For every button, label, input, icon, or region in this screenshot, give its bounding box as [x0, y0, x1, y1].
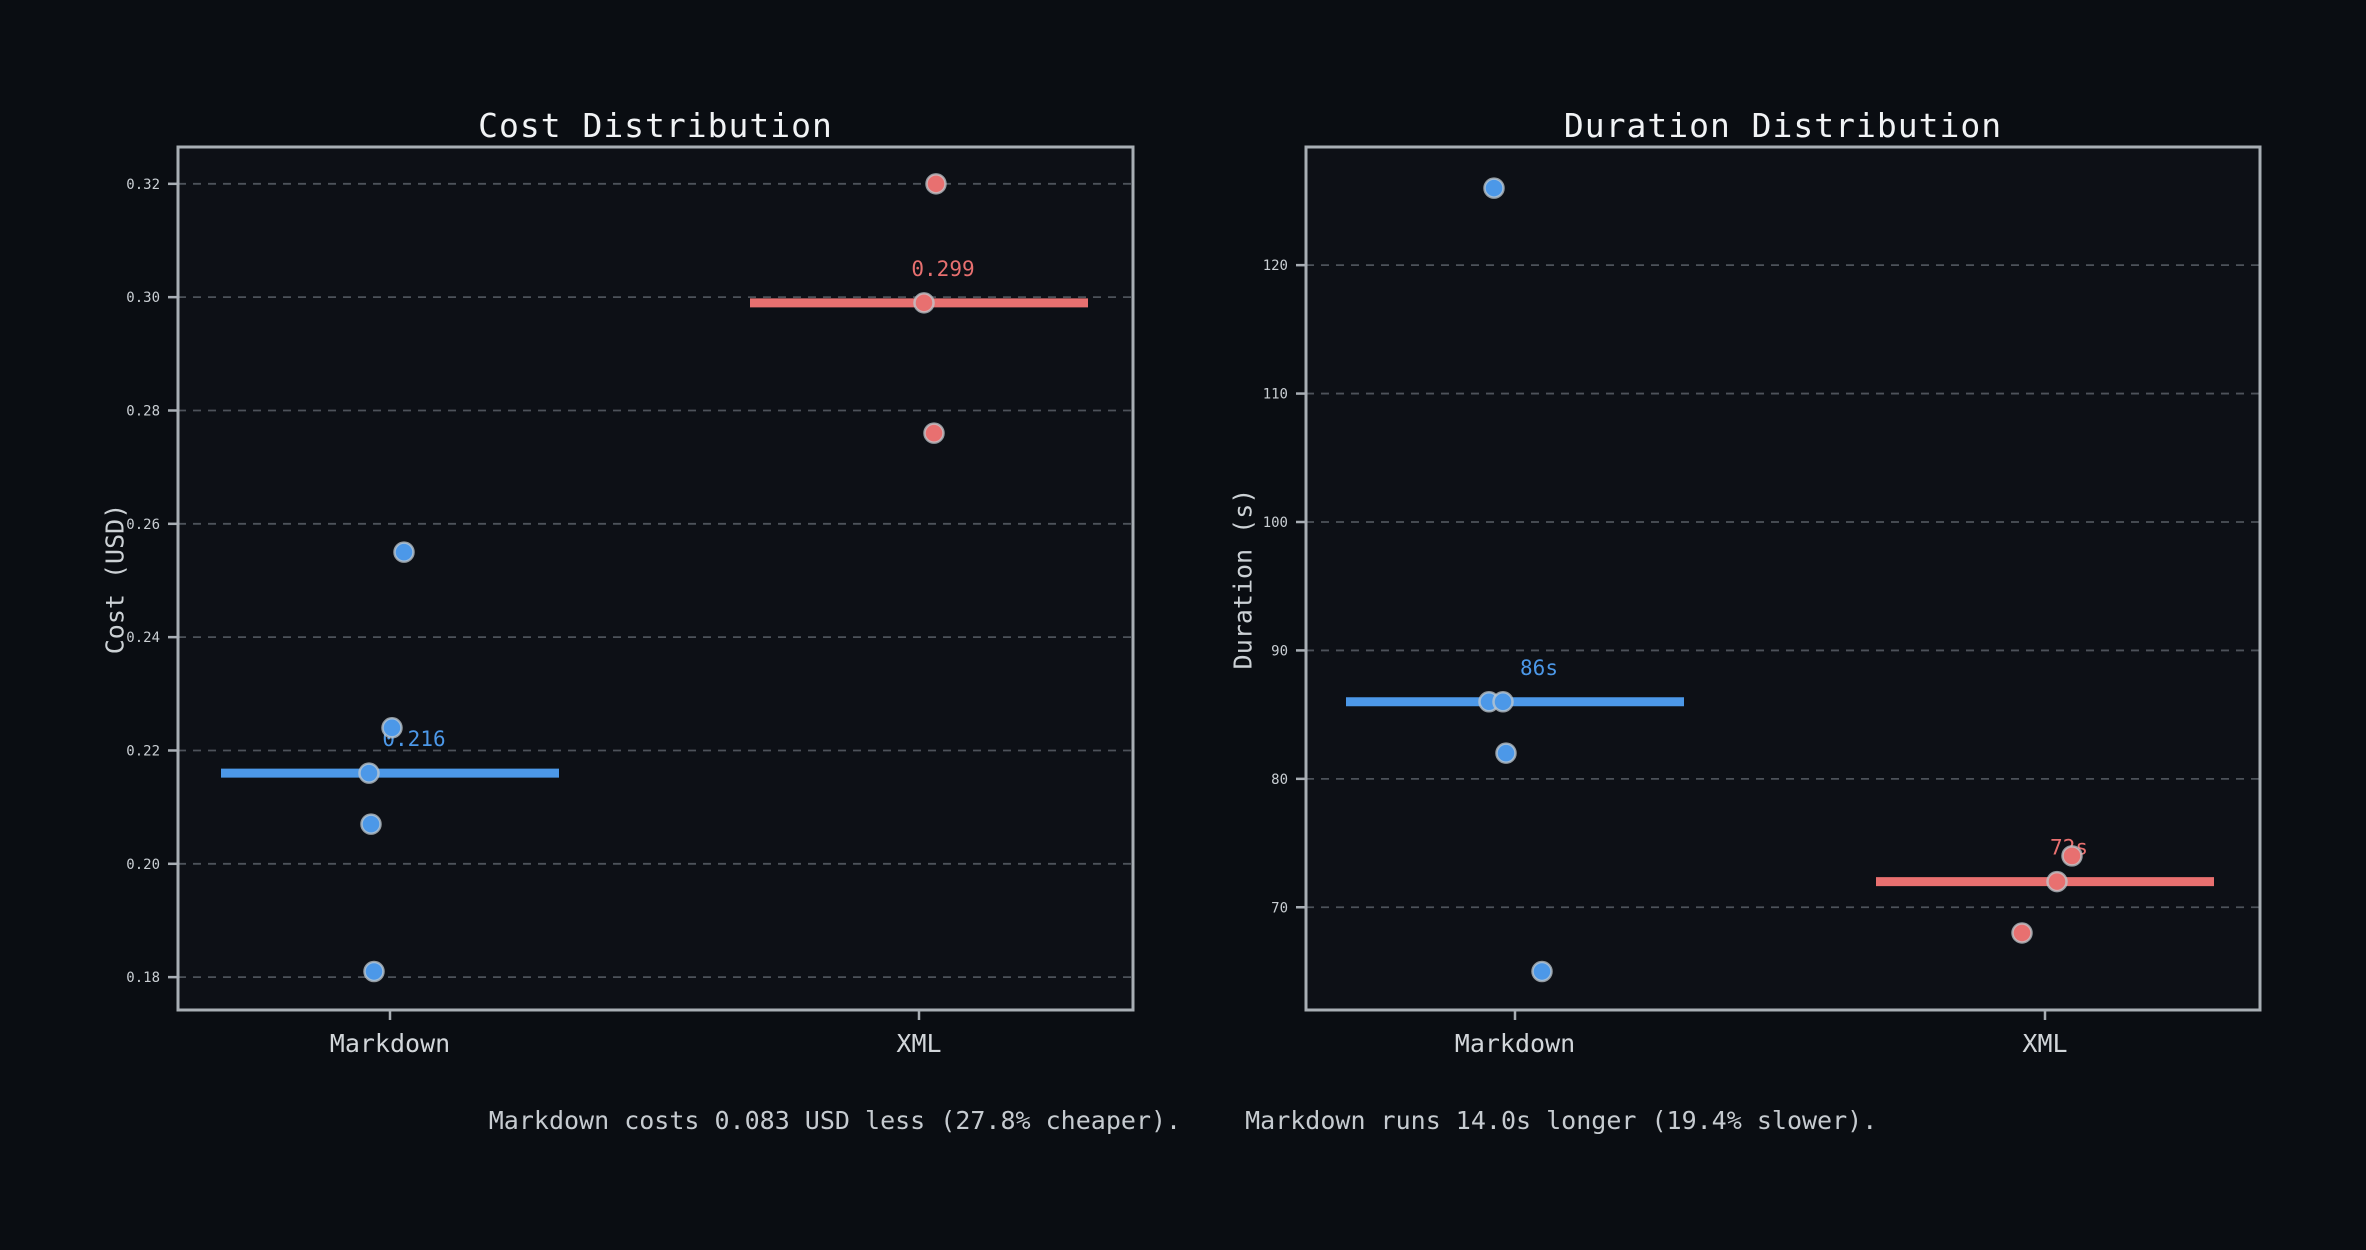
y-tick-label: 120: [1263, 258, 1288, 274]
y-tick-label: 110: [1263, 387, 1288, 403]
markdown-point: [381, 717, 403, 739]
duration-summary-text: Markdown runs 14.0s longer (19.4% slower…: [1245, 1106, 1878, 1135]
y-tick-label: 70: [1271, 900, 1288, 916]
y-tick-label: 0.20: [126, 857, 160, 873]
markdown-point: [1483, 177, 1505, 199]
y-tick-label: 0.32: [126, 177, 160, 193]
xml-median-label: 0.299: [911, 257, 974, 281]
y-tick-label: 0.24: [126, 630, 160, 646]
markdown-point: [393, 541, 415, 563]
y-tick-label: 0.26: [126, 517, 160, 533]
cost-chart-plot: 0.18 0.20 0.22 0.24 0.26 0.28 0.30 0.32 Markdown…: [126, 145, 1135, 1058]
xml-point: [925, 173, 947, 195]
xml-point: [2046, 870, 2068, 893]
y-tick-label: 90: [1271, 643, 1288, 659]
xml-point: [2011, 922, 2033, 944]
footer-summary: Markdown costs 0.083 USD less (27.8% che…: [0, 1106, 2366, 1135]
x-tick-label-markdown: Markdown: [330, 1029, 450, 1058]
markdown-point: [358, 762, 380, 784]
y-tick-label: 100: [1263, 515, 1288, 531]
y-tick-label: 0.28: [126, 403, 160, 419]
markdown-point: [360, 813, 382, 835]
markdown-point: [1492, 691, 1514, 713]
y-tick-label: 80: [1271, 772, 1288, 788]
xml-point: [923, 422, 945, 444]
markdown-point: [1495, 742, 1517, 764]
x-tick-label-markdown: Markdown: [1455, 1029, 1575, 1058]
duration-chart-plot: 708090100110120MarkdownXML86s72s: [1263, 145, 2262, 1058]
markdown-point: [1531, 960, 1553, 983]
markdown-point: [363, 960, 385, 983]
duration-chart-ylabel: Duration (s): [1228, 488, 1258, 669]
xml-point: [2061, 845, 2083, 867]
x-tick-label-xml: XML: [2022, 1029, 2067, 1058]
cost-chart-ylabel: Cost (USD): [100, 503, 130, 654]
y-tick-label: 0.18: [126, 970, 160, 986]
y-tick-label: 0.22: [126, 743, 160, 759]
y-tick-label: 0.30: [126, 290, 160, 306]
cost-summary-text: Markdown costs 0.083 USD less (27.8% che…: [488, 1106, 1182, 1135]
xml-point: [913, 292, 935, 314]
plot-border: [176, 145, 1135, 1012]
markdown-median-label: 86s: [1520, 656, 1558, 680]
cost-chart-title: Cost Distribution: [478, 106, 833, 145]
plot-background: [178, 147, 1133, 1010]
x-tick-label-xml: XML: [896, 1029, 941, 1058]
duration-chart-title: Duration Distribution: [1563, 106, 2003, 145]
plot-background: [1306, 147, 2260, 1010]
plot-border: [1304, 145, 2262, 1012]
